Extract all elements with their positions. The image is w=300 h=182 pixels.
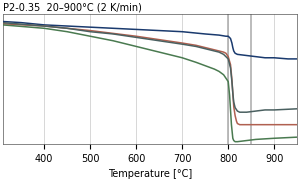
X-axis label: Temperature [°C]: Temperature [°C] xyxy=(108,169,192,179)
Text: P2-0.35  20–900°C (2 K/min): P2-0.35 20–900°C (2 K/min) xyxy=(3,3,142,13)
